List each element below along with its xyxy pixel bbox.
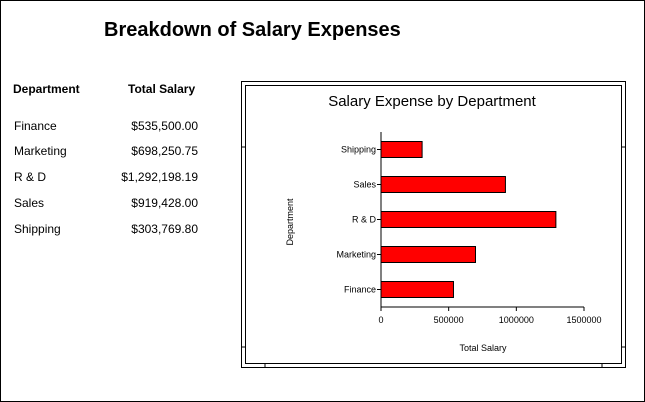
- table-row: Marketing $698,250.75: [1, 144, 231, 160]
- table-row: R & D $1,292,198.19: [1, 170, 231, 186]
- department-cell: R & D: [14, 170, 47, 184]
- table-row: Shipping $303,769.80: [1, 222, 231, 238]
- chart-corner-ticks: [242, 146, 625, 367]
- y-tick-label: Finance: [344, 285, 376, 295]
- table-row: Finance $535,500.00: [1, 119, 231, 135]
- x-tick-label: 500000: [434, 315, 464, 325]
- table-row: Sales $919,428.00: [1, 196, 231, 212]
- chart-title: Salary Expense by Department: [328, 93, 536, 110]
- salary-column-header: Total Salary: [128, 82, 196, 96]
- bar-marketing: [380, 246, 476, 263]
- x-tick-label: 1000000: [499, 315, 534, 325]
- bar-shipping: [380, 141, 423, 158]
- salary-cell: $535,500.00: [131, 119, 198, 133]
- y-tick-label: R & D: [352, 215, 377, 225]
- department-cell: Sales: [14, 196, 45, 210]
- y-tick-label: Shipping: [341, 145, 376, 155]
- salary-cell: $303,769.80: [131, 222, 198, 236]
- bar-r-d: [380, 211, 557, 228]
- department-cell: Shipping: [14, 222, 61, 236]
- chart-container: Salary Expense by Department Department …: [241, 81, 626, 368]
- salary-cell: $919,428.00: [131, 196, 198, 210]
- x-tick-label: 0: [378, 315, 383, 325]
- y-tick-label: Sales: [353, 180, 376, 190]
- department-cell: Marketing: [14, 144, 67, 158]
- x-tick-label: 1500000: [566, 315, 601, 325]
- department-cell: Finance: [14, 119, 57, 133]
- y-tick-label: Marketing: [336, 250, 376, 260]
- y-axis-label: Department: [285, 198, 295, 246]
- salary-bar-chart: Salary Expense by Department Department …: [242, 93, 625, 367]
- bar-sales: [380, 176, 506, 193]
- page-title: Breakdown of Salary Expenses: [104, 19, 401, 41]
- salary-cell: $698,250.75: [131, 144, 198, 158]
- department-column-header: Department: [13, 82, 80, 96]
- x-axis-label: Total Salary: [459, 343, 507, 353]
- bar-finance: [380, 281, 454, 298]
- chart-inner-frame: [245, 85, 622, 364]
- salary-cell: $1,292,198.19: [121, 170, 198, 184]
